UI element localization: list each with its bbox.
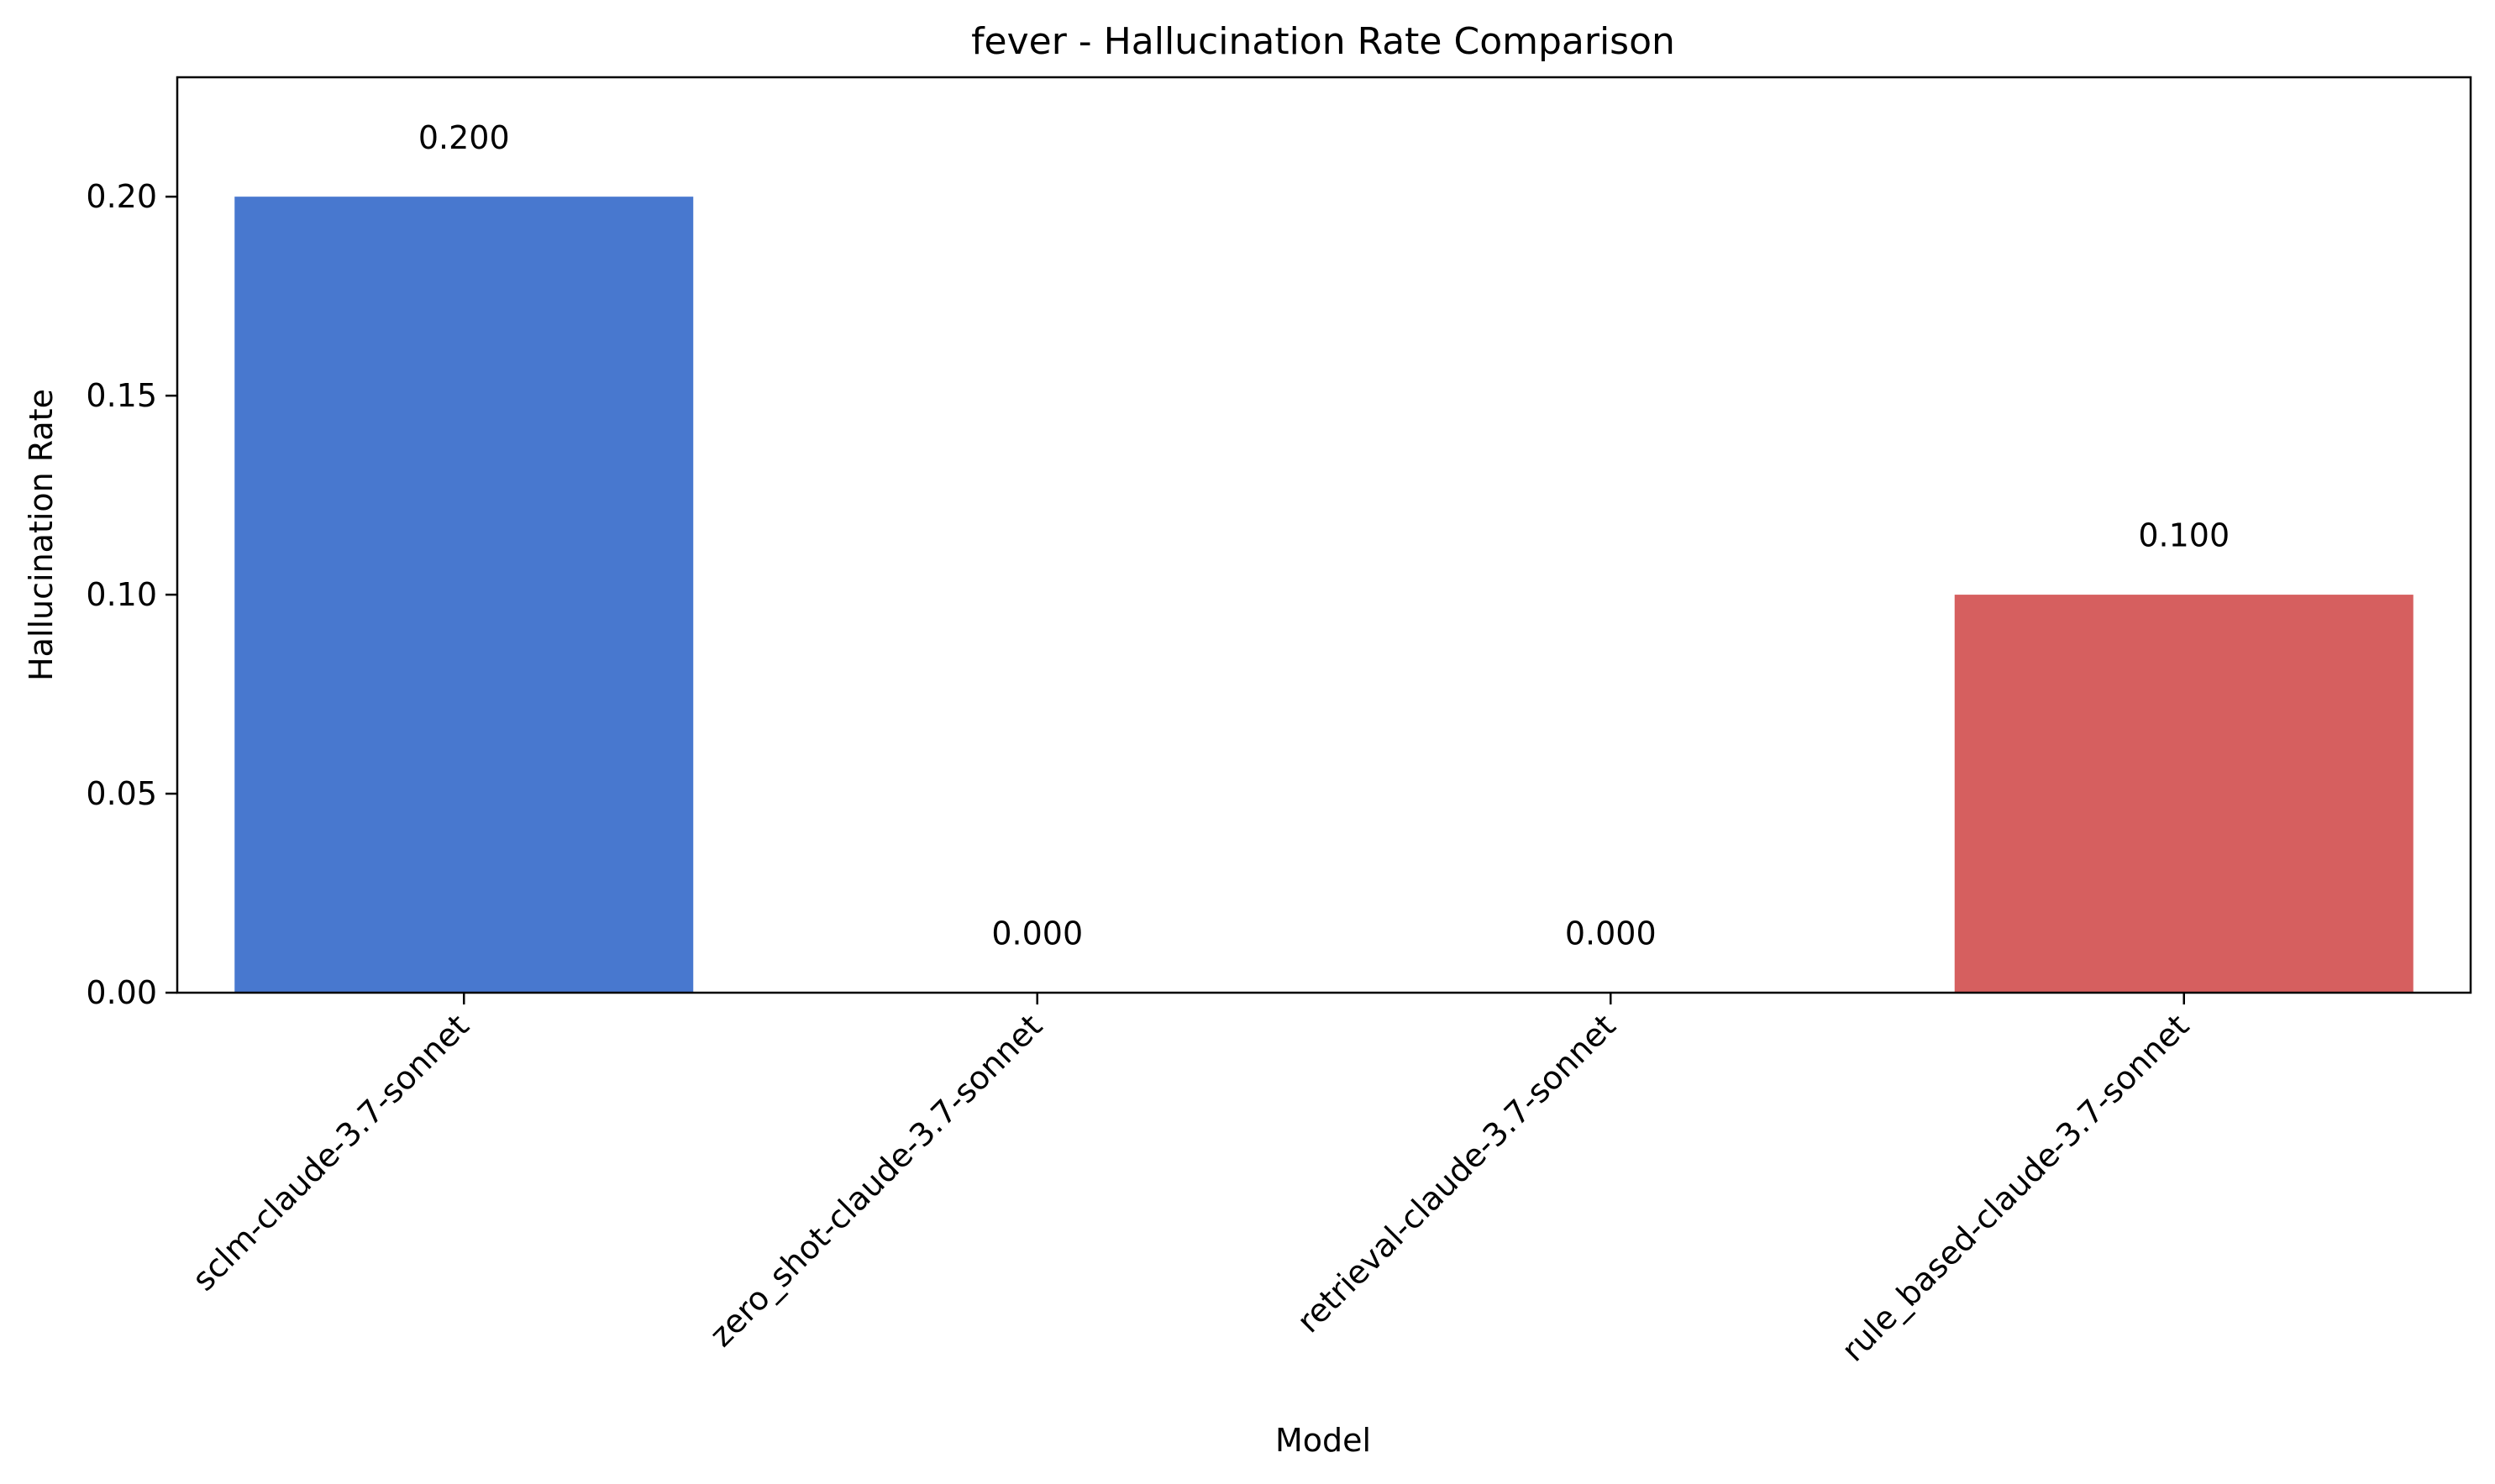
y-axis-label: Hallucination Rate — [23, 389, 60, 681]
bar — [234, 197, 694, 993]
y-tick-label: 0.00 — [86, 974, 157, 1011]
chart-title: fever - Hallucination Rate Comparison — [971, 20, 1675, 63]
x-axis-label: Model — [1275, 1422, 1371, 1459]
y-tick-label: 0.15 — [86, 377, 157, 414]
bar-value-label: 0.200 — [418, 119, 510, 156]
bar-value-label: 0.100 — [2138, 517, 2230, 554]
y-tick-label: 0.10 — [86, 576, 157, 613]
bar — [1954, 595, 2414, 993]
plot-frame — [176, 76, 2472, 994]
y-tick-label: 0.20 — [86, 178, 157, 215]
bar-value-label: 0.000 — [1565, 915, 1657, 952]
bar-value-label: 0.000 — [991, 915, 1083, 952]
y-tick-label: 0.05 — [86, 775, 157, 812]
